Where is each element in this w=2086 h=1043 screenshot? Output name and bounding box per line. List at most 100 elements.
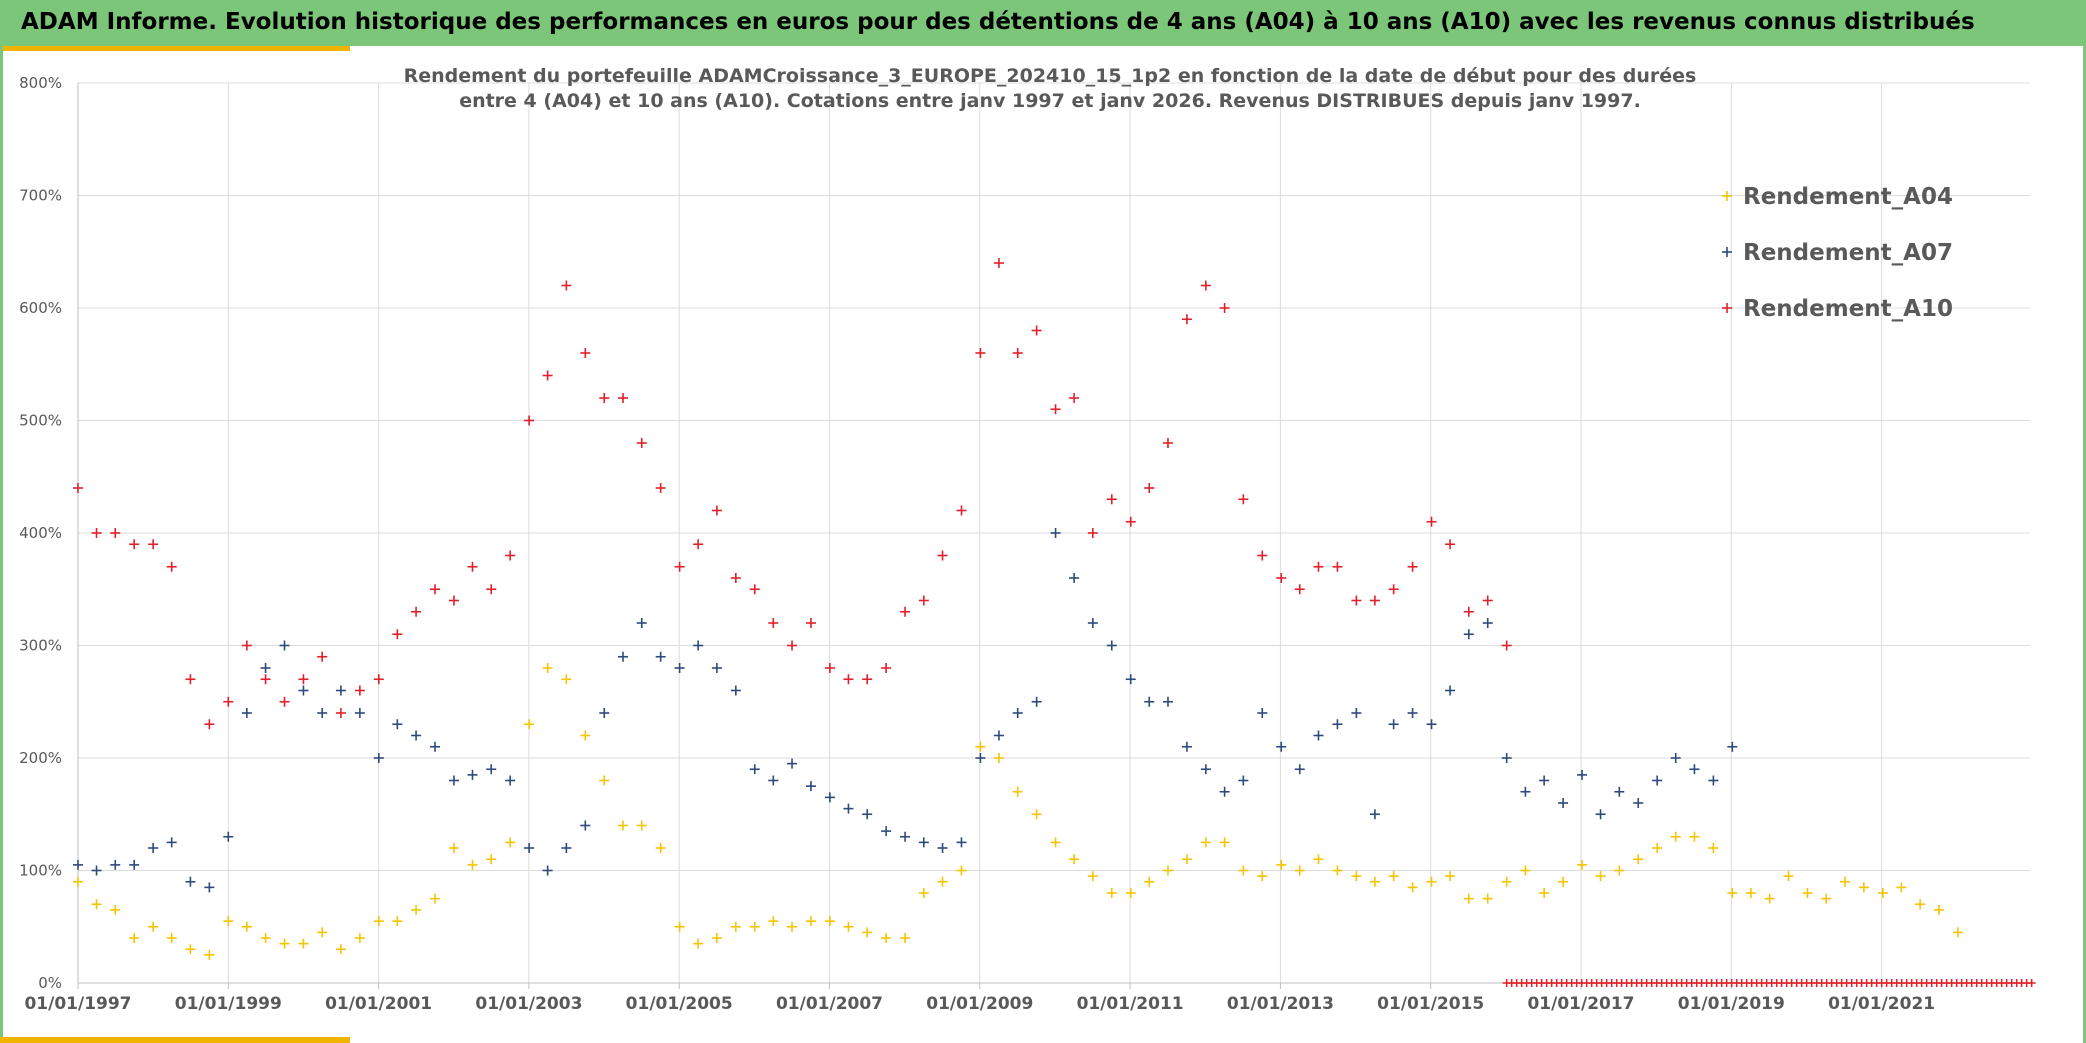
y-tick-label: 200% [19,749,62,767]
data-point [1069,854,1080,865]
legend-marker [1722,191,1732,201]
data-point [1577,859,1588,870]
data-point [599,775,610,786]
legend[interactable]: Rendement_A04 Rendement_A07 Rendement_A10 [1722,184,1953,322]
data-point [129,859,140,870]
data-point [900,831,911,842]
x-tick-label: 01/01/2019 [1678,994,1785,1014]
data-point [430,741,441,752]
data-point [1257,871,1268,882]
legend-marker [1722,303,1732,313]
legend-item-rendement-a10[interactable]: Rendement_A10 [1722,296,1953,322]
data-point [937,550,948,561]
data-point [1595,809,1606,820]
data-point [824,792,835,803]
legend-item-rendement-a07[interactable]: Rendement_A07 [1722,240,1953,266]
data-point [1200,280,1211,291]
data-point [1821,893,1832,904]
data-point [843,803,854,814]
data-point [1106,640,1117,651]
data-point [881,826,892,837]
data-point [824,916,835,927]
data-point [1595,871,1606,882]
series-rendement-a10 [73,258,1512,730]
frame-border-left [0,46,3,1043]
data-point [185,876,196,887]
data-point [542,370,553,381]
page-title: ADAM Informe. Evolution historique des p… [21,9,1975,35]
data-point [1162,696,1173,707]
data-point [448,775,459,786]
data-point [73,483,83,493]
data-point [1501,876,1512,887]
data-point [279,696,290,707]
data-point [486,854,497,865]
data-point [1069,573,1080,583]
data-point [1050,528,1061,538]
data-point [918,888,929,898]
data-point [862,674,873,685]
data-point [1388,719,1399,730]
data-point [937,843,948,853]
data-point [1276,573,1287,583]
data-point [279,938,290,949]
data-point [91,528,102,538]
data-point [1238,494,1249,505]
data-point [1520,865,1531,876]
y-tick-label: 500% [19,412,62,430]
reference-marker [2027,979,2036,987]
data-point [411,606,422,617]
data-point [241,921,252,932]
data-point [1238,775,1249,786]
data-point [1313,561,1324,572]
data-point [1087,528,1098,538]
x-tick-label: 01/01/2009 [926,994,1033,1014]
data-point [542,865,553,876]
data-point [1332,865,1343,876]
data-point [1614,786,1625,797]
data-point [1031,809,1042,820]
data-point [655,843,666,853]
data-point [1050,837,1061,848]
data-point [1539,775,1550,786]
y-tick-label: 300% [19,637,62,655]
data-point [91,899,102,910]
data-point [1388,584,1399,595]
data-point [655,483,666,493]
data-point [317,708,328,718]
data-point [1294,584,1305,595]
data-point [636,820,647,831]
series-rendement-a04 [73,663,1963,960]
x-tick-label: 01/01/2003 [475,994,582,1014]
data-point [881,933,892,943]
data-point [918,837,929,848]
data-point [617,393,628,403]
data-point [1426,516,1437,527]
data-point [787,758,798,769]
data-point [1652,775,1663,786]
data-point [787,640,798,651]
data-point [1633,854,1644,865]
legend-item-rendement-a04[interactable]: Rendement_A04 [1722,184,1953,210]
data-point [1802,888,1813,898]
data-point [1219,303,1230,313]
data-point [223,916,234,927]
data-point [110,904,121,915]
data-point [1144,696,1155,707]
data-point [1501,640,1512,651]
data-point [148,921,159,932]
data-point [1181,314,1192,325]
data-point [1181,854,1192,865]
data-point [1614,865,1625,876]
data-point [1670,753,1681,763]
data-point [599,708,610,718]
data-point [73,876,83,887]
data-point [1445,539,1456,550]
chart-subtitle: Rendement du portefeuille ADAMCroissance… [404,65,1697,112]
data-point [1012,708,1023,718]
data-point [542,663,553,673]
x-tick-label: 01/01/1997 [24,994,131,1014]
data-point [843,674,854,685]
data-point [1896,882,1907,893]
data-point [711,663,722,673]
